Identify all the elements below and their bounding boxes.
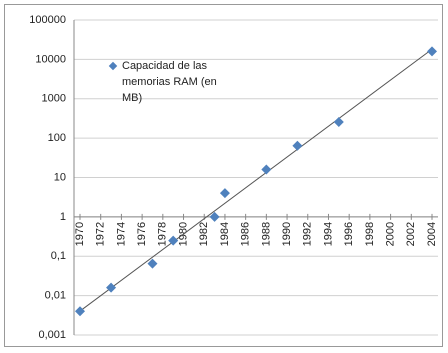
y-tick-label: 0,1 [51,250,66,262]
x-tick-label: 2002 [405,222,417,246]
x-tick-label: 1974 [115,222,127,246]
data-point [427,46,437,57]
data-point [168,235,179,246]
x-tick-label: 1972 [95,222,107,246]
data-point [261,164,272,175]
data-point [219,188,230,199]
x-tick-label: 2004 [426,222,438,246]
x-tick-label: 1990 [281,222,293,246]
x-tick-label: 1970 [74,222,86,246]
x-tick-label: 1992 [302,222,314,246]
legend: Capacidad de las memorias RAM (en MB) [108,58,223,106]
x-tick-label: 2000 [384,222,396,246]
x-tick-label: 1984 [219,222,231,246]
x-tick-label: 1978 [157,222,169,246]
data-point [292,140,303,151]
y-tick-label: 0,001 [38,329,66,341]
data-point [147,258,158,269]
x-tick-label: 1986 [240,222,252,246]
x-tick-label: 1998 [364,222,376,246]
chart-frame [4,4,443,347]
y-tick-label: 1000 [42,93,66,105]
trendline [79,48,433,312]
y-tick-label: 0,01 [45,290,66,302]
data-point [75,306,85,317]
y-tick-label: 100 [48,132,66,144]
legend-marker [108,61,118,71]
x-tick-label: 1994 [322,222,334,246]
data-point [333,117,344,128]
y-tick-label: 10000 [35,53,66,65]
x-tick-label: 1988 [260,222,272,246]
x-tick-label: 1976 [136,222,148,246]
y-tick-label: 1 [60,211,66,223]
data-point [106,282,117,293]
y-tick-label: 100000 [29,14,66,26]
y-tick-label: 10 [54,171,66,183]
data-point [209,211,220,222]
legend-label: Capacidad de las memorias RAM (en MB) [122,60,217,104]
x-tick-label: 1982 [198,222,210,246]
x-tick-label: 1996 [343,222,355,246]
